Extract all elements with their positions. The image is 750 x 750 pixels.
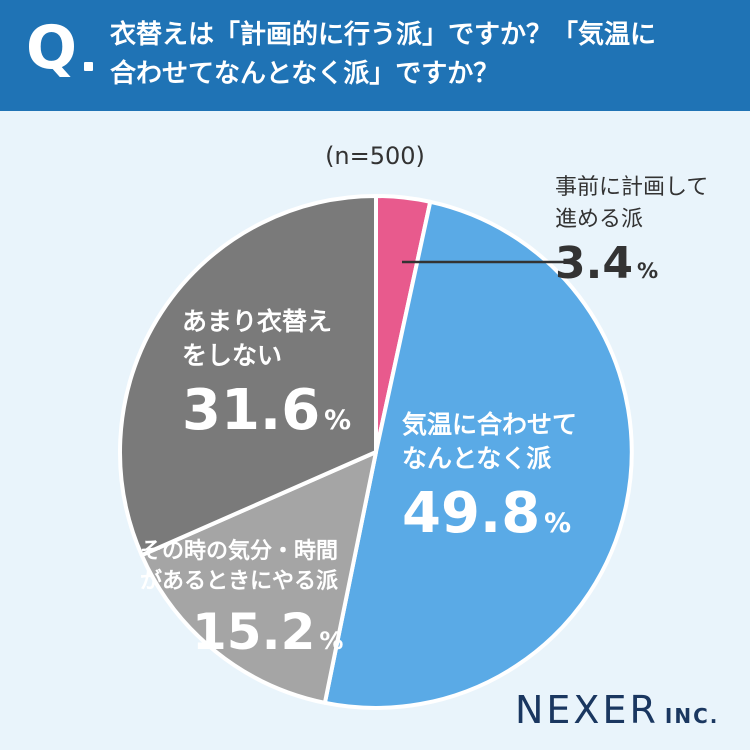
slice-name-temp-1: 気温に合わせて (402, 410, 578, 439)
slice-value-mood: 15.2% (140, 607, 343, 657)
value-unit-plan: % (636, 258, 659, 283)
q-mark: Q (26, 13, 78, 83)
slice-name-mood-2: があるときにやる派 (140, 569, 339, 594)
pie-slice-none (118, 194, 378, 558)
question-header: Q 衣替えは「計画的に行う派」ですか？「気温に 合わせてなんとなく派」ですか？ (0, 0, 750, 111)
slice-value-temp: 49.8% (402, 486, 577, 542)
value-unit-temp: % (544, 508, 572, 539)
value-unit-mood: % (319, 627, 344, 655)
brand-logo: NEXER INC. (515, 688, 719, 732)
value-number-temp: 49.8 (402, 481, 541, 546)
slice-label-temp: 気温に合わせて なんとなく派 49.8% (402, 408, 577, 542)
pie-slice-temp (322, 199, 634, 710)
brand-suffix: INC. (664, 704, 720, 728)
brand-name: NEXER (515, 688, 659, 732)
q-dot (84, 62, 93, 71)
slice-name-none-2: をしない (182, 341, 283, 370)
value-number-plan: 3.4 (555, 238, 633, 289)
question-line-1: 衣替えは「計画的に行う派」ですか？「気温に (110, 20, 657, 50)
slice-name-mood-1: その時の気分・時間 (140, 539, 339, 564)
slice-value-plan: 3.4% (555, 242, 708, 286)
question-line-2: 合わせてなんとなく派」ですか？ (110, 59, 500, 89)
value-number-none: 31.6 (182, 378, 321, 443)
value-unit-none: % (324, 405, 352, 436)
slice-label-mood: その時の気分・時間 があるときにやる派 15.2% (140, 537, 343, 657)
slice-name-temp-2: なんとなく派 (402, 444, 552, 473)
slice-label-plan: 事前に計画して 進める派 3.4% (555, 172, 708, 286)
slice-name-plan-1: 事前に計画して (555, 175, 709, 200)
slice-label-none: あまり衣替え をしない 31.6% (182, 305, 351, 439)
slice-value-none: 31.6% (182, 383, 351, 439)
sample-size-label: (n=500) (325, 142, 425, 170)
slice-name-plan-2: 進める派 (555, 207, 644, 232)
value-number-mood: 15.2 (192, 603, 316, 661)
question-text: 衣替えは「計画的に行う派」ですか？「気温に 合わせてなんとなく派」ですか？ (110, 16, 730, 94)
pie-slice-mood (139, 450, 378, 705)
slice-name-none-1: あまり衣替え (182, 307, 333, 336)
